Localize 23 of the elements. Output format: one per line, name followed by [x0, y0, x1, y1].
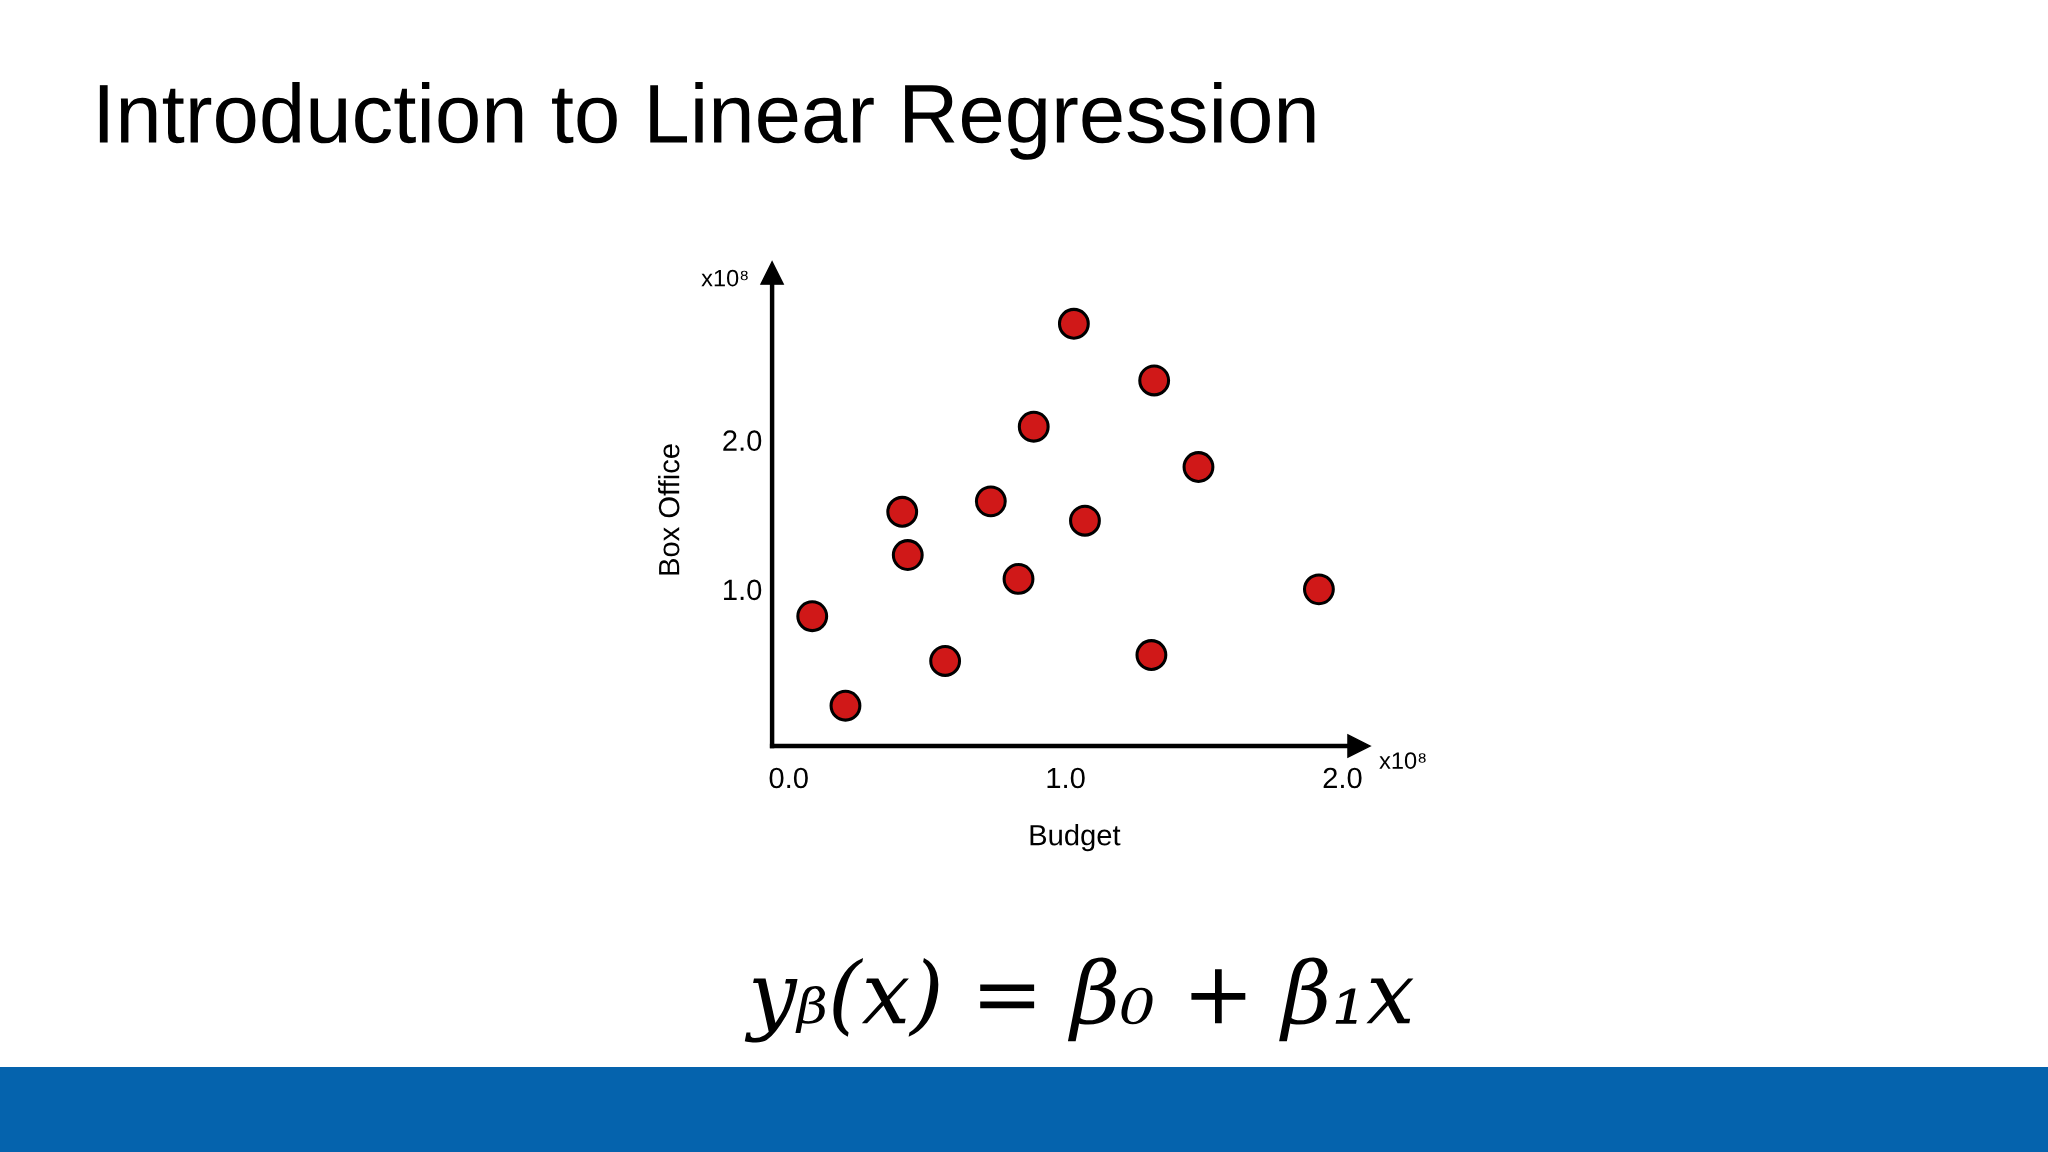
text: x10⁸ [701, 269, 748, 287]
point [929, 645, 962, 677]
x-tick-label: 2.0 [1323, 767, 1362, 789]
point [974, 485, 1007, 518]
x-tick-label: 1.0 [1047, 767, 1085, 789]
text: x10⁸ [1379, 752, 1426, 769]
chart-title: Introduction to Linear Regression [99, 82, 1315, 160]
point [829, 689, 862, 722]
point [1002, 562, 1035, 595]
point [1017, 410, 1050, 443]
point [886, 495, 919, 528]
text: yᵦ(x) = β₀ + β₁x [744, 957, 1414, 1043]
x-axis-title: Budget [1030, 824, 1121, 852]
point [1302, 573, 1335, 606]
y-axis-title: Box Office [658, 444, 680, 575]
point [1069, 504, 1101, 537]
point [1057, 307, 1090, 340]
x-tick-label: 0.0 [769, 767, 808, 789]
point [796, 600, 829, 633]
point [1138, 364, 1171, 397]
point [1135, 639, 1168, 671]
point [1182, 451, 1215, 483]
point [891, 539, 924, 571]
